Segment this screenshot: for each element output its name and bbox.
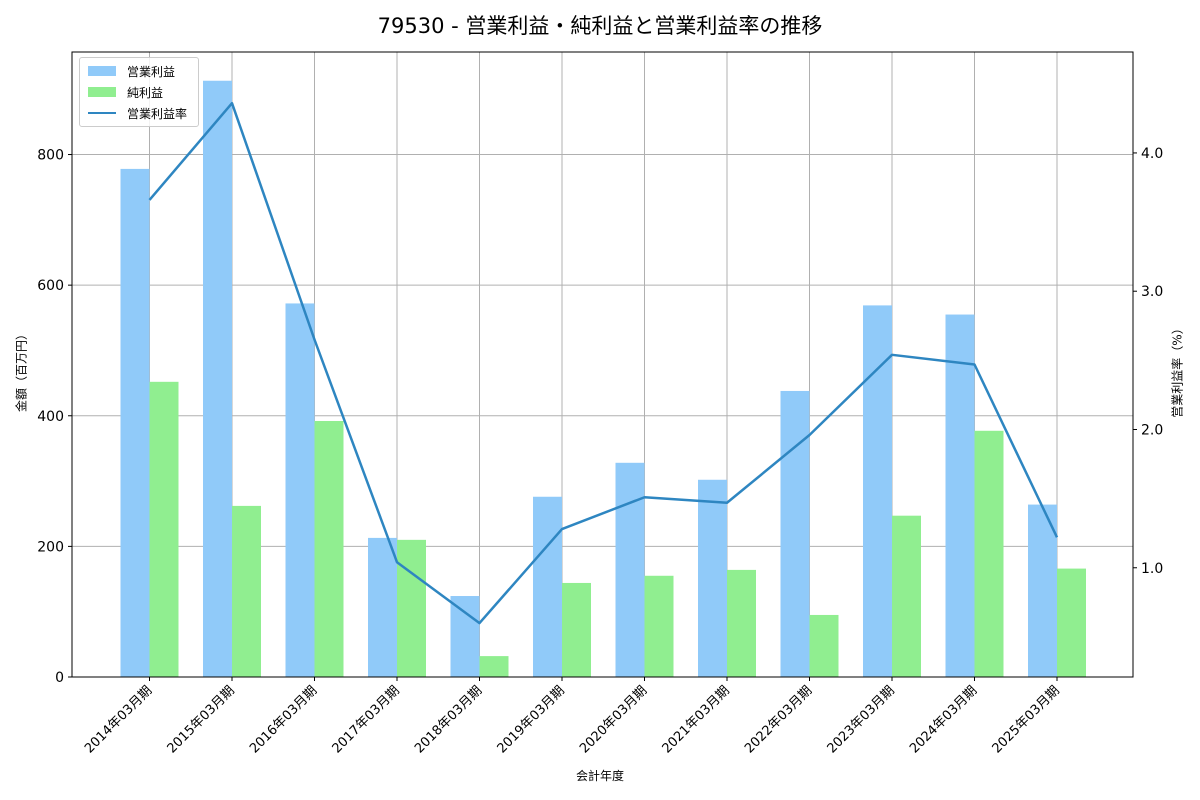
- bar-operating-profit: [1028, 504, 1057, 677]
- bar-operating-profit: [368, 537, 397, 677]
- legend-label: 営業利益率: [127, 106, 188, 121]
- bar-operating-profit: [863, 305, 892, 677]
- svg-text:4.0: 4.0: [1141, 146, 1163, 162]
- svg-text:2019年03月期: 2019年03月期: [495, 683, 568, 756]
- legend-label: 純利益: [127, 85, 164, 100]
- bar-net-profit: [644, 575, 674, 677]
- svg-text:2023年03月期: 2023年03月期: [825, 683, 898, 756]
- svg-text:0: 0: [55, 670, 64, 686]
- svg-text:200: 200: [37, 539, 64, 555]
- bar-net-profit: [149, 381, 179, 677]
- svg-text:2024年03月期: 2024年03月期: [907, 683, 980, 756]
- legend-swatch-line: [88, 112, 116, 114]
- chart-title: 79530 - 営業利益・純利益と営業利益率の推移: [377, 14, 823, 38]
- svg-text:2016年03月期: 2016年03月期: [247, 683, 320, 756]
- svg-text:2015年03月期: 2015年03月期: [165, 683, 238, 756]
- svg-text:2014年03月期: 2014年03月期: [82, 683, 155, 756]
- line-series: [148, 101, 1059, 625]
- legend-swatch-blue: [88, 66, 116, 76]
- bar-operating-profit: [450, 596, 480, 677]
- svg-text:1.0: 1.0: [1141, 561, 1163, 577]
- bar-operating-profit: [120, 168, 150, 677]
- y-axis-right-label: 営業利益率（%）: [1170, 322, 1185, 418]
- x-axis: 2014年03月期 2015年03月期 2016年03月期 2017年03月期 2018…: [82, 677, 1063, 757]
- bar-operating-profit: [615, 462, 645, 677]
- bar-operating-profit: [945, 314, 975, 677]
- y-axis-left-label: 金額（百万円）: [14, 327, 29, 413]
- svg-text:2022年03月期: 2022年03月期: [742, 683, 815, 756]
- svg-text:2020年03月期: 2020年03月期: [577, 683, 650, 756]
- bar-net-profit: [232, 505, 261, 677]
- line-operating-margin: [148, 101, 1059, 625]
- bar-net-profit: [892, 515, 921, 677]
- bar-series: [120, 80, 1086, 677]
- y-axis-left: 0 200 400 600 800: [37, 148, 72, 686]
- bar-net-profit: [314, 420, 344, 677]
- svg-text:600: 600: [37, 278, 64, 294]
- svg-text:2025年03月期: 2025年03月期: [990, 683, 1063, 756]
- bar-net-profit: [809, 614, 839, 677]
- legend: 営業利益 純利益 営業利益率: [79, 57, 199, 127]
- bar-operating-profit: [533, 496, 562, 677]
- svg-text:400: 400: [37, 409, 64, 425]
- legend-label: 営業利益: [127, 64, 176, 79]
- svg-text:2.0: 2.0: [1141, 422, 1163, 438]
- bar-operating-profit: [698, 479, 727, 677]
- bar-net-profit: [974, 430, 1004, 677]
- bar-net-profit: [1057, 568, 1086, 677]
- bar-operating-profit: [780, 390, 810, 677]
- bar-operating-profit: [285, 303, 315, 677]
- legend-item-operating-margin: 営業利益率: [88, 105, 187, 121]
- plot-frame: [71, 51, 1134, 678]
- legend-item-operating-profit: 営業利益: [88, 63, 175, 79]
- svg-text:2018年03月期: 2018年03月期: [412, 683, 485, 756]
- legend-item-net-profit: 純利益: [88, 84, 163, 100]
- svg-text:2021年03月期: 2021年03月期: [660, 683, 733, 756]
- svg-text:2017年03月期: 2017年03月期: [330, 683, 403, 756]
- y-axis-right: 1.0 2.0 3.0 4.0: [1133, 146, 1163, 577]
- bar-net-profit: [727, 569, 756, 677]
- bar-net-profit: [397, 539, 426, 677]
- bar-net-profit: [562, 582, 591, 677]
- svg-text:800: 800: [37, 148, 64, 164]
- legend-swatch-green: [88, 87, 116, 97]
- bar-net-profit: [479, 656, 509, 677]
- x-axis-label: 会計年度: [575, 769, 624, 783]
- svg-text:3.0: 3.0: [1141, 284, 1163, 300]
- bar-operating-profit: [203, 80, 232, 677]
